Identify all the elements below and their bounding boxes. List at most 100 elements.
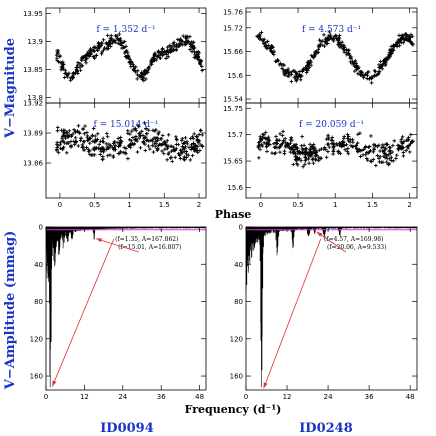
phase-bl-panel: f = 15.014 d⁻¹ 0 0.5 1 1.5 2 13.86 13.89 13.92 xyxy=(23,100,207,209)
data-point xyxy=(285,69,290,73)
data-point xyxy=(93,138,98,142)
data-point xyxy=(143,142,147,146)
data-point xyxy=(295,149,300,153)
data-point xyxy=(182,149,187,154)
data-point xyxy=(322,32,326,37)
data-point xyxy=(56,150,61,155)
data-point xyxy=(94,146,99,150)
data-point xyxy=(58,146,63,151)
v-amplitude-label: V−Amplitude (mmag) xyxy=(3,231,18,390)
x-tick-label: 1.5 xyxy=(159,201,170,209)
data-point xyxy=(138,134,143,138)
data-point xyxy=(356,65,361,70)
data-point xyxy=(300,150,305,155)
peak-arrowhead xyxy=(263,382,268,389)
data-point xyxy=(168,47,172,52)
data-point xyxy=(348,60,353,64)
data-point xyxy=(395,40,400,45)
data-point xyxy=(286,141,290,146)
data-point xyxy=(365,76,369,81)
data-point xyxy=(365,158,370,163)
data-point xyxy=(346,146,350,151)
data-point xyxy=(280,66,284,71)
data-point xyxy=(293,77,298,81)
data-point xyxy=(182,141,187,146)
data-point xyxy=(117,32,122,36)
data-point xyxy=(401,154,406,158)
data-point xyxy=(104,41,108,46)
data-point xyxy=(93,134,98,138)
data-point xyxy=(255,34,260,39)
data-point xyxy=(391,143,395,148)
data-point xyxy=(96,146,101,151)
data-point xyxy=(361,75,366,80)
data-point xyxy=(169,149,174,154)
data-point xyxy=(188,158,193,162)
data-point xyxy=(189,44,193,49)
data-point xyxy=(63,128,67,133)
data-point xyxy=(358,149,362,153)
data-point xyxy=(160,133,165,138)
data-point xyxy=(166,50,171,55)
data-point xyxy=(129,129,134,133)
data-point xyxy=(289,79,294,84)
data-point xyxy=(63,136,68,141)
data-point xyxy=(62,134,67,139)
data-point xyxy=(105,33,110,38)
x-tick-label: 48 xyxy=(406,393,415,401)
data-point xyxy=(280,133,285,138)
data-point xyxy=(166,133,171,137)
data-point xyxy=(111,155,116,159)
data-points xyxy=(55,121,205,164)
data-point xyxy=(166,54,171,59)
data-point xyxy=(317,44,321,49)
data-point xyxy=(303,155,307,160)
data-point xyxy=(387,145,392,150)
data-point xyxy=(374,163,378,168)
data-point xyxy=(268,46,272,51)
data-point xyxy=(351,140,355,144)
data-point xyxy=(129,59,133,64)
data-point xyxy=(99,149,103,154)
data-point xyxy=(165,45,170,50)
data-point xyxy=(350,137,355,142)
data-point xyxy=(156,53,160,58)
data-point xyxy=(194,50,199,55)
data-point xyxy=(60,136,64,140)
x-tick-label: 24 xyxy=(118,393,127,401)
x-tick-label: 0 xyxy=(44,393,48,401)
data-point xyxy=(56,125,60,130)
data-point xyxy=(197,141,201,145)
data-point xyxy=(153,139,158,144)
data-point xyxy=(85,138,90,143)
data-point xyxy=(405,38,409,43)
data-point xyxy=(135,72,140,77)
data-point xyxy=(311,161,316,165)
data-point xyxy=(144,126,148,131)
data-point xyxy=(309,53,314,58)
data-point xyxy=(198,62,203,67)
data-point xyxy=(124,151,128,156)
data-point xyxy=(339,44,344,49)
data-point xyxy=(179,138,184,143)
data-point xyxy=(345,136,350,141)
data-point xyxy=(293,157,298,162)
data-point xyxy=(371,157,376,162)
x-tick-label: 0.5 xyxy=(89,201,100,209)
data-point xyxy=(367,144,372,149)
data-point xyxy=(173,155,178,160)
data-point xyxy=(274,134,278,139)
data-point xyxy=(384,142,389,146)
data-point xyxy=(273,151,278,155)
data-point xyxy=(133,70,138,74)
data-point xyxy=(342,50,346,54)
data-point xyxy=(157,50,161,55)
data-point xyxy=(184,155,189,160)
y-tick-label: 80 xyxy=(234,298,243,306)
data-point xyxy=(117,151,122,156)
data-point xyxy=(84,60,88,65)
data-point xyxy=(64,130,69,135)
data-point xyxy=(356,71,360,76)
data-point xyxy=(85,56,89,61)
data-point xyxy=(146,128,151,132)
